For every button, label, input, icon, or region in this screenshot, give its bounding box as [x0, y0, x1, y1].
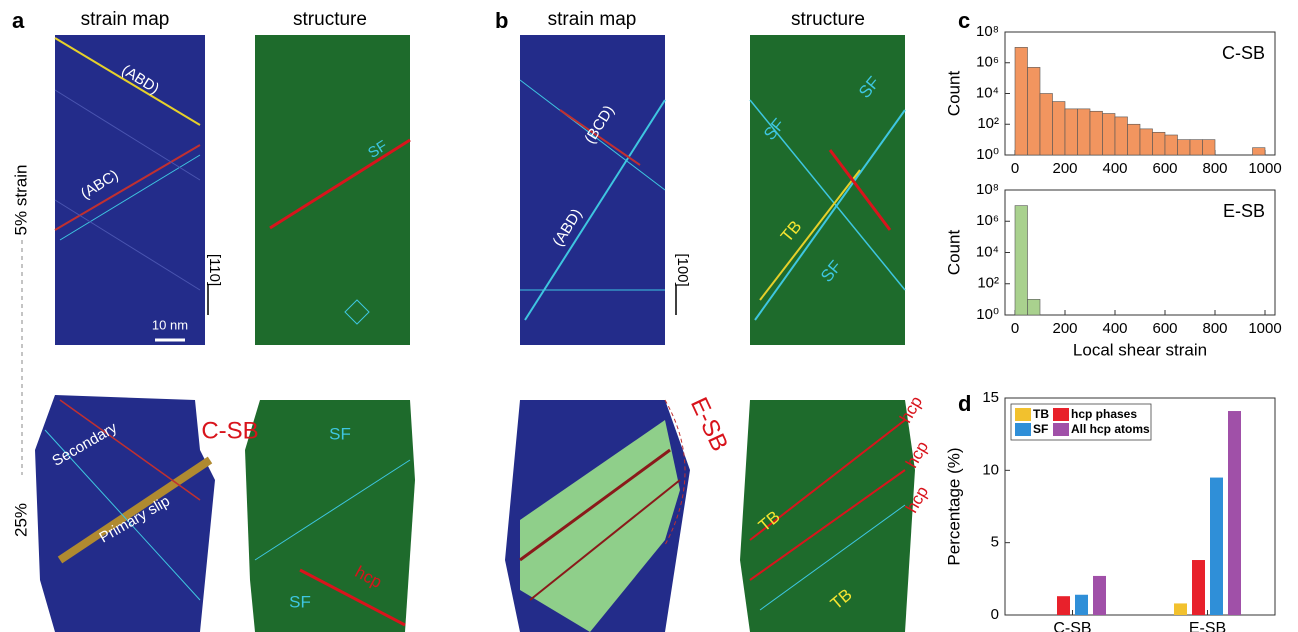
legend-swatch — [1015, 408, 1031, 421]
y-tick-label: 10⁰ — [976, 146, 999, 163]
x-tick-label: 1000 — [1248, 160, 1281, 177]
bar — [1093, 576, 1106, 615]
legend-label: SF — [1033, 422, 1048, 436]
hist-bar — [1015, 206, 1028, 315]
x-tick-label: 200 — [1052, 160, 1077, 177]
hist-bar — [1178, 140, 1191, 155]
annotation: C-SB — [201, 417, 258, 444]
legend-swatch — [1015, 423, 1031, 436]
panel-label: b — [495, 8, 508, 33]
y-axis-label: Count — [944, 230, 963, 276]
image-title: strain map — [548, 9, 637, 30]
hist-bar — [1090, 111, 1103, 155]
x-tick-label: 200 — [1052, 320, 1077, 337]
annotation: SF — [329, 424, 351, 443]
y-tick-label: 10² — [977, 115, 999, 132]
x-tick-label: 0 — [1011, 320, 1019, 337]
hist-bar — [1065, 109, 1078, 155]
legend-label: TB — [1033, 407, 1049, 421]
plot-title: E-SB — [1223, 201, 1265, 221]
image-title: strain map — [81, 9, 170, 30]
panel-label: d — [958, 391, 971, 416]
scale-label: 10 nm — [152, 317, 188, 332]
hist-bar — [1103, 114, 1116, 155]
x-tick-label: 800 — [1202, 320, 1227, 337]
hist-bar — [1028, 299, 1041, 315]
bar — [1210, 478, 1223, 615]
hist-bar — [1203, 140, 1216, 155]
y-tick-label: 10 — [982, 461, 999, 478]
strain-label: 25% — [11, 503, 30, 537]
y-tick-label: 10² — [977, 275, 999, 292]
x-axis-label: Local shear strain — [1073, 340, 1207, 359]
x-tick-label: 1000 — [1248, 320, 1281, 337]
hist-bar — [1115, 117, 1128, 155]
hist-bar — [1040, 94, 1053, 156]
panel-label: c — [958, 8, 970, 33]
hist-bar — [1165, 135, 1178, 155]
hist-bar — [1253, 148, 1266, 155]
x-tick-label: 600 — [1152, 320, 1177, 337]
panel-label: a — [12, 8, 25, 33]
bar — [1192, 560, 1205, 615]
hist-bar — [1078, 109, 1091, 155]
hist-bar — [1140, 129, 1153, 155]
hist-bar — [1015, 47, 1028, 155]
bar — [1174, 603, 1187, 615]
y-tick-label: 10⁰ — [976, 306, 999, 323]
y-tick-label: 10⁶ — [976, 54, 999, 71]
legend-swatch — [1053, 423, 1069, 436]
y-tick-label: 0 — [991, 606, 999, 623]
hist-bar — [1028, 67, 1041, 155]
y-axis-label: Count — [944, 71, 963, 117]
bar — [1075, 595, 1088, 615]
y-tick-label: 10⁸ — [976, 181, 999, 198]
structure-image — [750, 35, 905, 345]
x-tick-label: 400 — [1102, 320, 1127, 337]
image-title: structure — [293, 9, 367, 30]
y-tick-label: 10⁶ — [976, 212, 999, 229]
x-tick-label: 0 — [1011, 160, 1019, 177]
x-tick-label: 800 — [1202, 160, 1227, 177]
bar — [1228, 411, 1241, 615]
hist-bar — [1153, 132, 1166, 155]
legend-label: hcp phases — [1071, 407, 1137, 421]
legend-label: All hcp atoms — [1071, 422, 1150, 436]
annotation: SF — [289, 592, 311, 611]
hist-bar — [1190, 140, 1203, 155]
y-tick-label: 5 — [991, 534, 999, 551]
y-axis-label: Percentage (%) — [944, 447, 963, 565]
y-tick-label: 10⁴ — [976, 84, 999, 101]
plot-title: C-SB — [1222, 43, 1265, 63]
strain-label: 5% strain — [11, 165, 30, 236]
bar — [1057, 596, 1070, 615]
x-tick-label: 600 — [1152, 160, 1177, 177]
y-tick-label: 10⁴ — [976, 243, 999, 260]
x-tick-label: 400 — [1102, 160, 1127, 177]
direction-label: [100] — [674, 253, 691, 286]
hist-bar — [1053, 102, 1066, 155]
y-tick-label: 10⁸ — [976, 23, 999, 40]
y-tick-label: 15 — [982, 389, 999, 406]
annotation: E-SB — [685, 393, 733, 455]
image-title: structure — [791, 9, 865, 30]
x-tick-label: E-SB — [1189, 620, 1226, 632]
strain-map-image — [520, 35, 665, 345]
figure: a strain map structure b strain map stru… — [0, 0, 1298, 632]
legend-swatch — [1053, 408, 1069, 421]
hist-bar — [1128, 124, 1141, 155]
x-tick-label: C-SB — [1053, 620, 1091, 632]
direction-label: [110] — [206, 254, 223, 286]
